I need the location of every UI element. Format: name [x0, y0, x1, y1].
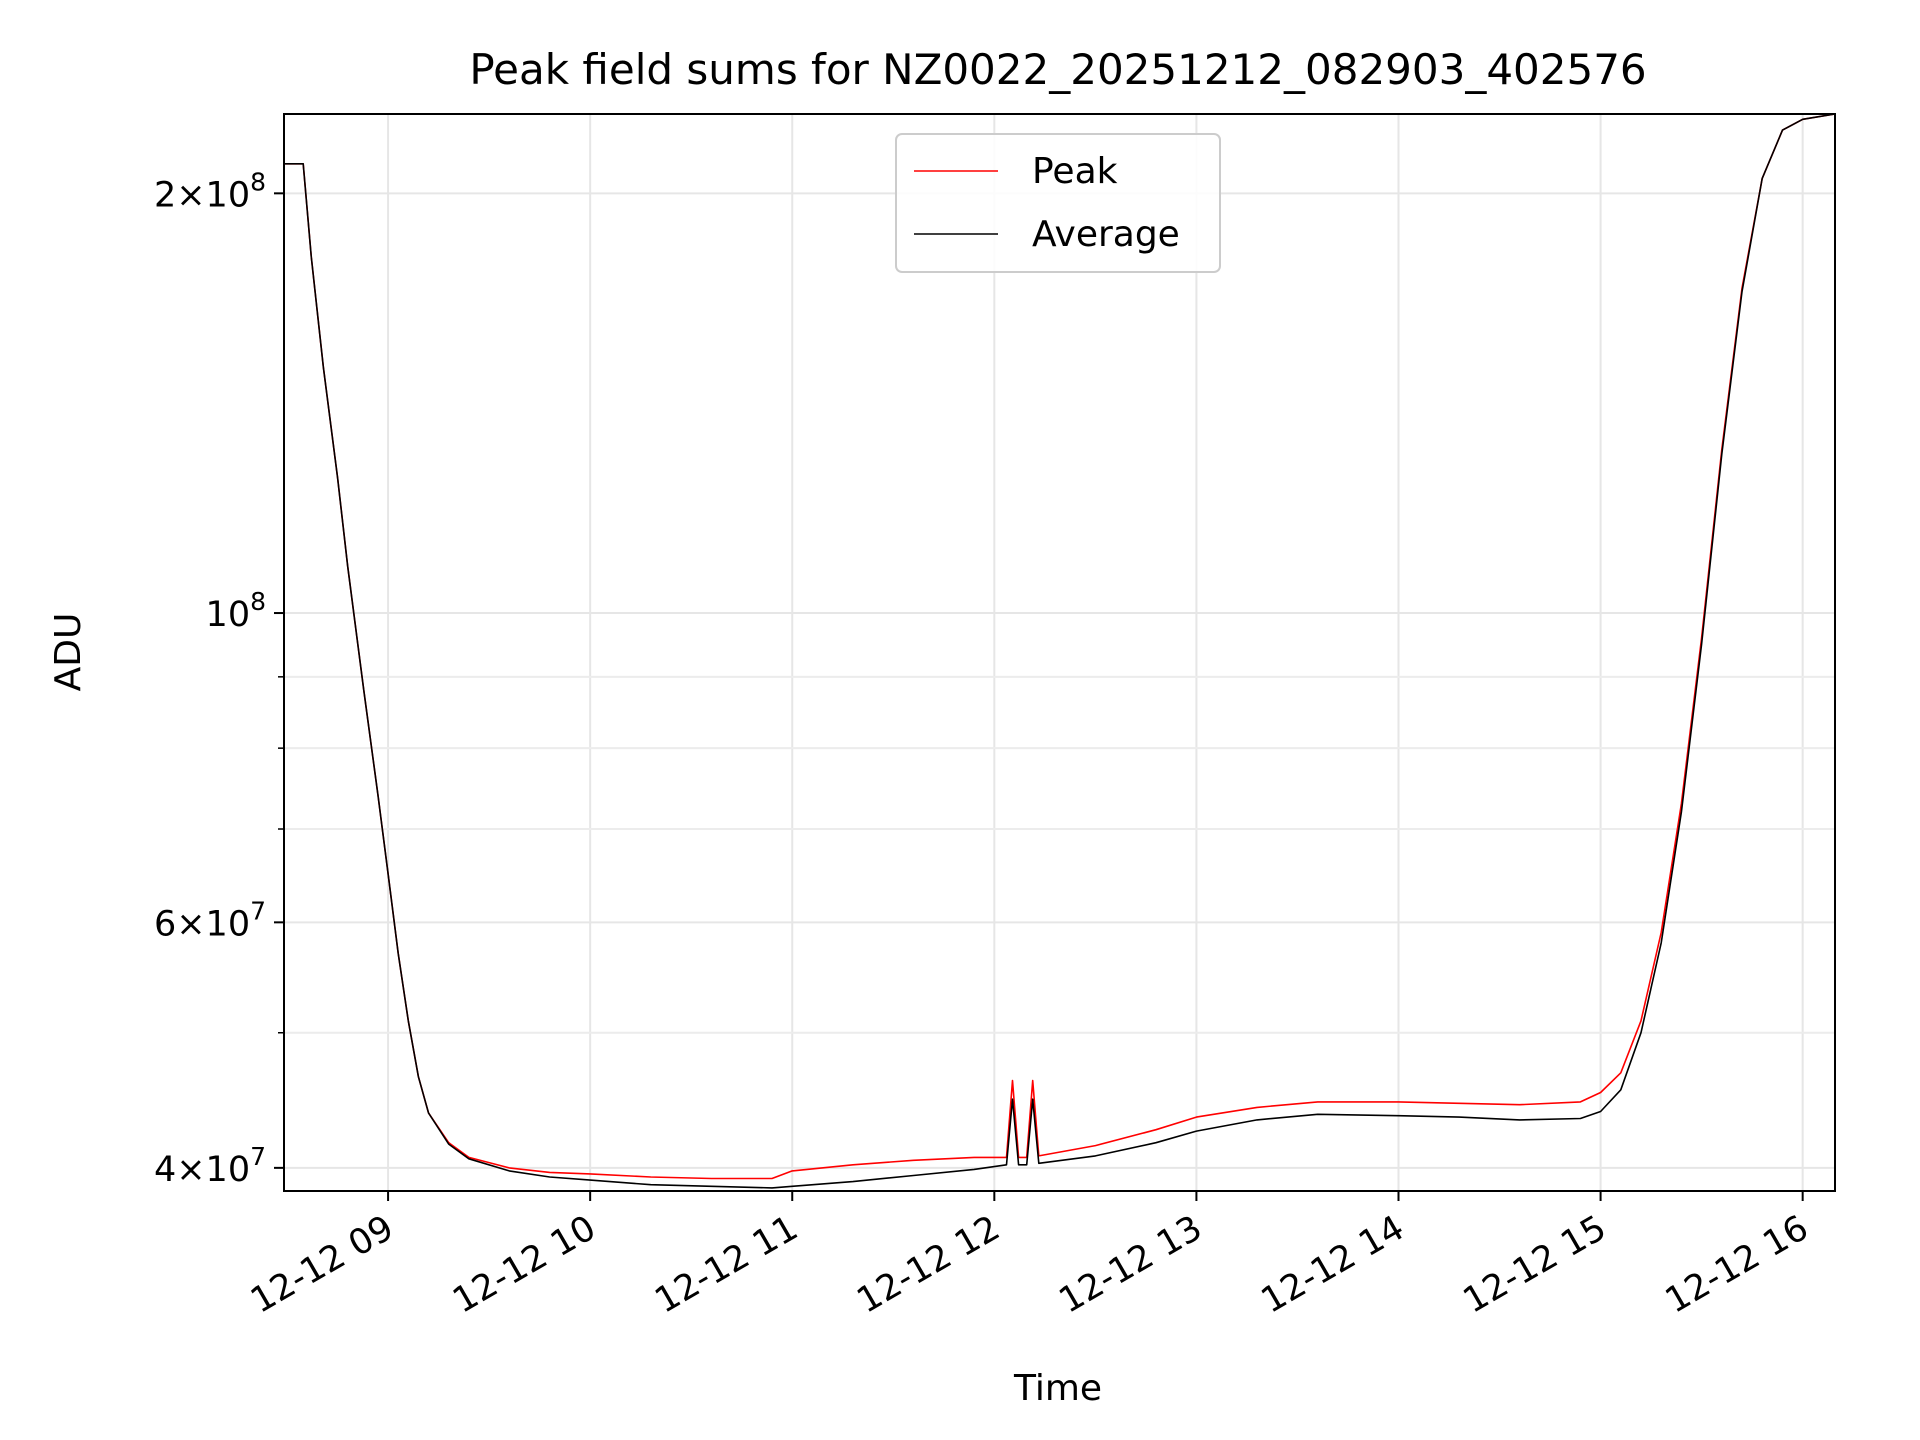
y-tick-label-text: 108 [206, 587, 266, 635]
y-axis-label: ADU [48, 613, 89, 692]
series-line-average [284, 113, 1836, 1189]
y-tick-label: 6×107 [154, 896, 266, 944]
legend-box [895, 133, 1221, 273]
y-axis-ticks: 4×107 6×107 108 2×108 [154, 167, 284, 1190]
grid-layer [284, 114, 1835, 1191]
series-layer [284, 113, 1836, 1189]
x-axis-label: Time [1013, 1368, 1102, 1409]
y-tick-label-text: 4×107 [154, 1142, 266, 1190]
y-tick-label-text: 2×108 [154, 167, 266, 215]
chart-title: Peak field sums for NZ0022_20251212_0829… [469, 45, 1646, 94]
y-tick-label-text: 6×107 [154, 896, 266, 944]
legend-average-label: Average [1032, 214, 1180, 255]
legend-peak-label: Peak [1032, 151, 1118, 192]
y-tick-label: 108 [206, 587, 266, 635]
y-tick-label: 4×107 [154, 1142, 266, 1190]
legend: Peak Average [895, 133, 1221, 273]
plot-frame [283, 113, 1836, 1192]
y-tick-label: 2×108 [154, 167, 266, 215]
